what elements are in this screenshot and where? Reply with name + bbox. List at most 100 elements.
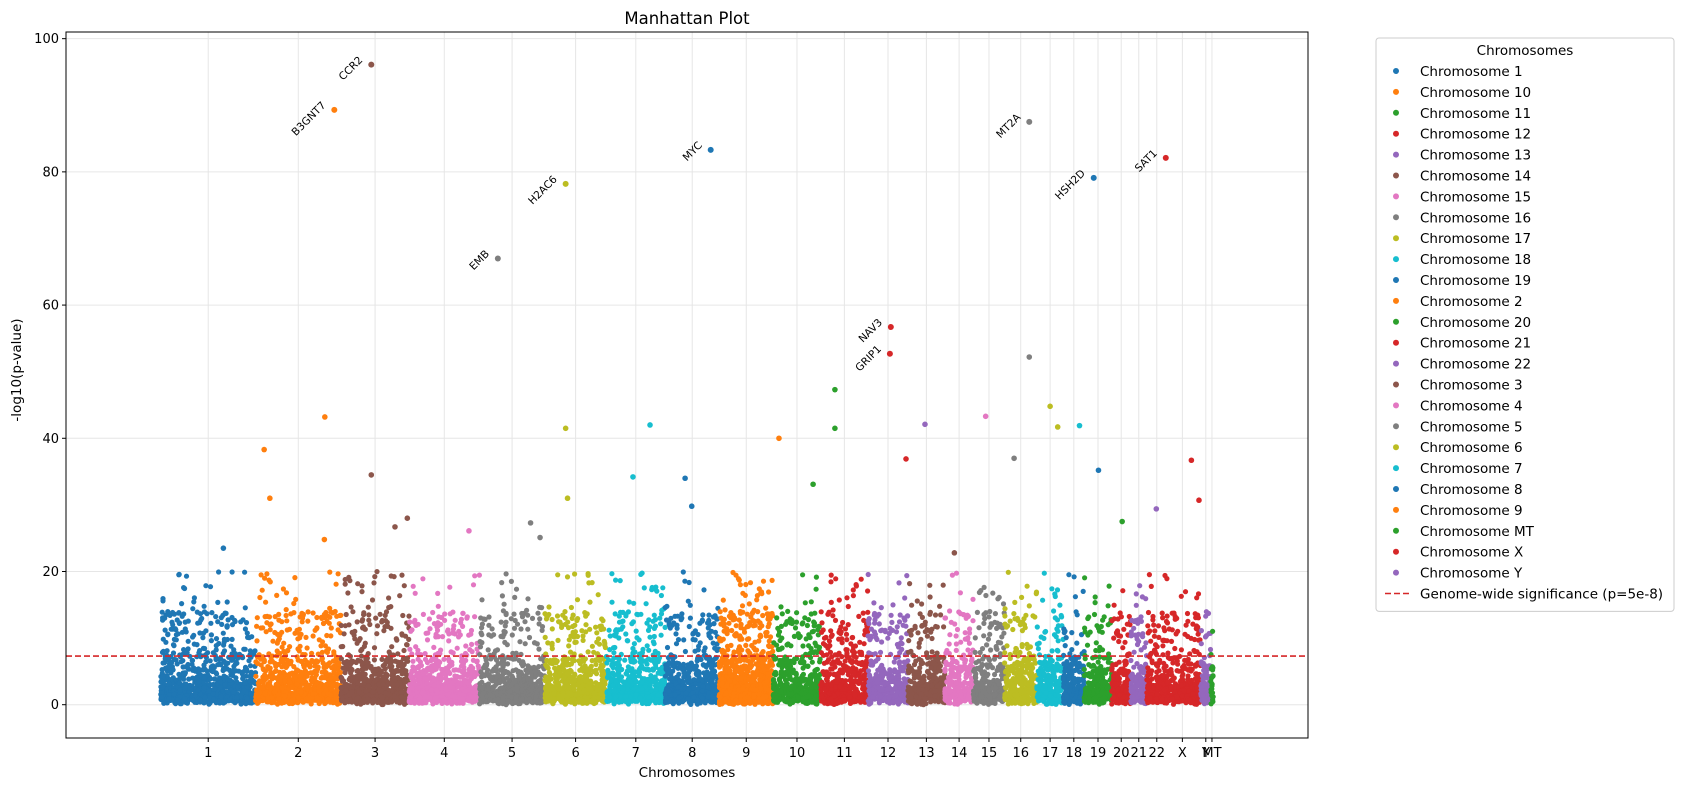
data-point [330, 682, 336, 689]
data-point [497, 667, 503, 673]
data-point [511, 625, 518, 631]
data-point [468, 668, 474, 675]
data-point [426, 667, 432, 673]
data-point [495, 697, 501, 703]
data-point [498, 633, 504, 640]
data-point [525, 612, 531, 618]
data-point [653, 686, 659, 692]
data-point [310, 633, 316, 639]
data-point [165, 609, 171, 615]
data-point [365, 604, 371, 610]
data-point [201, 685, 207, 691]
data-point [646, 647, 652, 653]
data-point [613, 628, 619, 634]
data-point [244, 695, 250, 701]
data-point [263, 629, 269, 635]
data-point [185, 638, 191, 644]
data-point [284, 663, 290, 669]
data-point [306, 697, 312, 703]
data-point [566, 637, 572, 643]
data-point [535, 610, 541, 616]
data-point [628, 659, 634, 665]
data-point [624, 686, 631, 693]
data-point [531, 664, 537, 670]
data-point [580, 683, 586, 689]
data-point [449, 701, 455, 707]
data-point [588, 663, 594, 669]
data-point [224, 636, 230, 643]
data-point [253, 673, 259, 679]
data-point [490, 685, 496, 692]
data-point [284, 618, 290, 624]
data-point [591, 649, 597, 655]
data-point [287, 644, 293, 650]
data-point [410, 658, 416, 664]
data-point [254, 638, 260, 644]
data-point [381, 628, 387, 634]
data-point [661, 678, 667, 684]
data-point [354, 696, 360, 702]
data-point [576, 699, 582, 705]
data-point [360, 617, 366, 623]
data-point [464, 614, 470, 620]
data-point [626, 599, 632, 605]
data-point [178, 701, 184, 707]
data-point [615, 668, 621, 675]
data-point [472, 614, 478, 620]
data-point [516, 657, 522, 664]
data-point [570, 684, 576, 690]
data-point [607, 647, 613, 653]
data-point [662, 624, 668, 631]
data-point [557, 686, 563, 692]
data-point [399, 632, 405, 638]
data-point [348, 668, 355, 674]
data-point [447, 611, 453, 617]
data-point [350, 609, 356, 615]
data-point [173, 637, 179, 643]
data-point [295, 695, 302, 701]
data-point [388, 604, 394, 610]
data-point [652, 648, 658, 654]
data-point [160, 684, 166, 690]
data-point [510, 656, 516, 662]
data-point [356, 689, 362, 695]
data-point [634, 611, 640, 617]
data-point [240, 617, 246, 623]
data-point [582, 610, 588, 616]
data-point [218, 693, 224, 700]
data-point [479, 597, 485, 603]
data-point [525, 676, 531, 682]
data-point [377, 611, 383, 617]
data-point [178, 659, 184, 665]
data-point [342, 581, 348, 587]
data-point [452, 673, 458, 679]
data-point [257, 698, 263, 704]
data-point [337, 612, 343, 619]
data-point [609, 599, 615, 605]
data-point [346, 574, 352, 580]
data-point [570, 623, 576, 630]
data-point [595, 592, 601, 598]
data-point [414, 664, 420, 671]
data-point [587, 626, 593, 632]
data-point [211, 664, 217, 671]
data-point [486, 614, 492, 620]
data-point [634, 635, 640, 641]
data-point [575, 691, 581, 697]
data-point [652, 660, 658, 666]
data-point [213, 636, 220, 642]
data-point [328, 609, 334, 615]
data-point [508, 578, 514, 585]
data-point [344, 698, 350, 704]
data-point [303, 683, 309, 689]
data-point [507, 688, 513, 694]
data-point [431, 677, 437, 683]
data-point [352, 628, 358, 635]
data-point [274, 640, 280, 646]
data-point [386, 649, 392, 655]
data-point [279, 619, 285, 625]
data-point [208, 638, 214, 644]
data-point [493, 664, 499, 671]
data-point [623, 611, 629, 617]
data-point [431, 644, 437, 651]
